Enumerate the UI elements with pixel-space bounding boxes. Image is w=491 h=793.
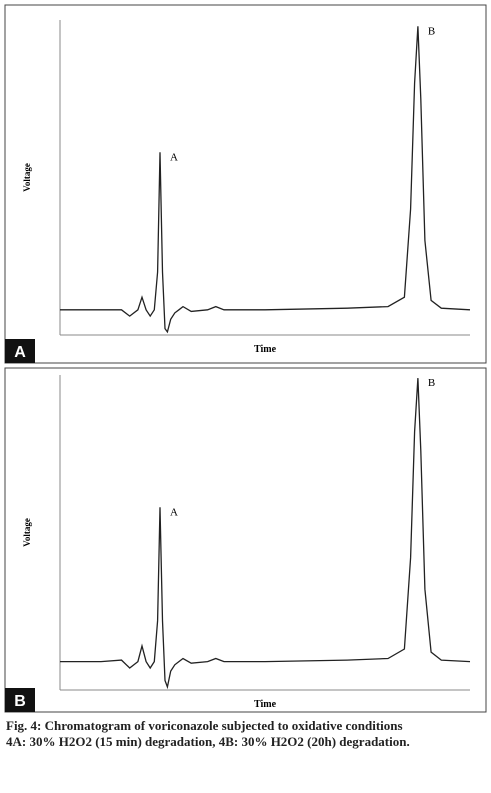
peak-label: A — [170, 151, 178, 163]
x-axis-label: Time — [254, 699, 277, 710]
figure: Voltage Time A B A Voltage Time A B B — [4, 4, 487, 713]
panel-badge — [5, 688, 35, 712]
chromatogram-line — [60, 26, 471, 334]
caption: Fig. 4: Chromatogram of voriconazole sub… — [6, 718, 486, 750]
x-axis-label: Time — [254, 344, 277, 355]
panel-label: A — [14, 344, 26, 361]
y-axis-label: Voltage — [22, 163, 32, 192]
peak-label: A — [170, 506, 178, 518]
peak-label: B — [428, 377, 435, 389]
panel-badge — [5, 339, 35, 363]
caption-text: 4A: 30% H2O2 (15 min) degradation, 4B: 3… — [6, 734, 410, 749]
chromatogram-line — [60, 378, 471, 690]
panel-frame — [4, 4, 487, 364]
peak-label: B — [428, 25, 435, 37]
y-axis-label: Voltage — [22, 518, 32, 547]
panel-frame — [4, 367, 487, 713]
caption-title: Fig. 4: Chromatogram of voriconazole sub… — [6, 718, 403, 733]
panel-label: B — [14, 693, 26, 710]
